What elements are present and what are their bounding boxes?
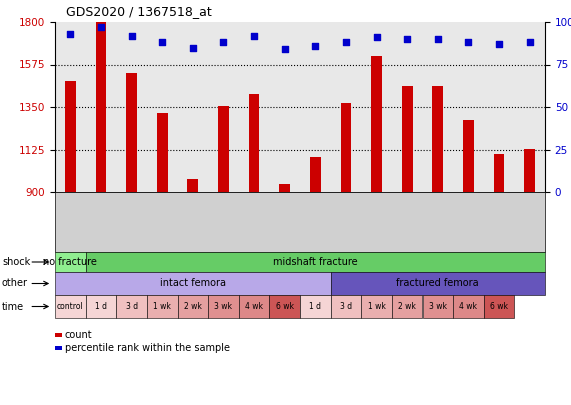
Bar bbox=[524, 149, 535, 192]
Text: fractured femora: fractured femora bbox=[396, 279, 479, 288]
Text: 1 d: 1 d bbox=[95, 302, 107, 311]
Text: 1 wk: 1 wk bbox=[153, 302, 171, 311]
Bar bbox=[249, 94, 259, 192]
Text: control: control bbox=[57, 302, 84, 311]
Point bbox=[127, 32, 136, 39]
Point bbox=[188, 44, 198, 51]
Point bbox=[311, 43, 320, 49]
Point bbox=[433, 36, 443, 42]
Bar bbox=[95, 22, 106, 192]
Text: 3 wk: 3 wk bbox=[215, 302, 232, 311]
Point bbox=[66, 31, 75, 37]
Bar bbox=[402, 86, 412, 192]
Text: 2 wk: 2 wk bbox=[398, 302, 416, 311]
Bar bbox=[126, 73, 137, 192]
Point bbox=[96, 24, 106, 30]
Point bbox=[464, 39, 473, 46]
Bar bbox=[157, 113, 167, 192]
Text: 6 wk: 6 wk bbox=[490, 302, 508, 311]
Text: 4 wk: 4 wk bbox=[460, 302, 477, 311]
Bar bbox=[463, 120, 474, 192]
Point bbox=[250, 32, 259, 39]
Text: 2 wk: 2 wk bbox=[184, 302, 202, 311]
Text: 3 d: 3 d bbox=[340, 302, 352, 311]
Point bbox=[403, 36, 412, 42]
Bar bbox=[340, 103, 351, 192]
Point bbox=[341, 39, 351, 46]
Text: 1 d: 1 d bbox=[309, 302, 321, 311]
Text: percentile rank within the sample: percentile rank within the sample bbox=[65, 343, 230, 353]
Text: intact femora: intact femora bbox=[160, 279, 226, 288]
Text: count: count bbox=[65, 330, 93, 340]
Text: 1 wk: 1 wk bbox=[368, 302, 385, 311]
Point bbox=[280, 46, 289, 52]
Bar bbox=[65, 81, 76, 192]
Bar bbox=[432, 86, 443, 192]
Point bbox=[494, 41, 504, 47]
Point bbox=[372, 34, 381, 40]
Text: 3 wk: 3 wk bbox=[429, 302, 447, 311]
Text: 3 d: 3 d bbox=[126, 302, 138, 311]
Bar bbox=[310, 157, 321, 192]
Text: shock: shock bbox=[2, 257, 30, 267]
Text: no fracture: no fracture bbox=[43, 257, 97, 267]
Point bbox=[219, 39, 228, 46]
Text: 4 wk: 4 wk bbox=[245, 302, 263, 311]
Bar bbox=[218, 106, 229, 192]
Point bbox=[525, 39, 534, 46]
Bar bbox=[279, 184, 290, 192]
Text: time: time bbox=[2, 301, 24, 311]
Text: other: other bbox=[2, 279, 28, 288]
Text: 6 wk: 6 wk bbox=[276, 302, 293, 311]
Text: midshaft fracture: midshaft fracture bbox=[273, 257, 357, 267]
Text: GDS2020 / 1367518_at: GDS2020 / 1367518_at bbox=[66, 5, 212, 18]
Bar bbox=[187, 179, 198, 192]
Point bbox=[158, 39, 167, 46]
Bar bbox=[494, 154, 504, 192]
Bar bbox=[371, 56, 382, 192]
